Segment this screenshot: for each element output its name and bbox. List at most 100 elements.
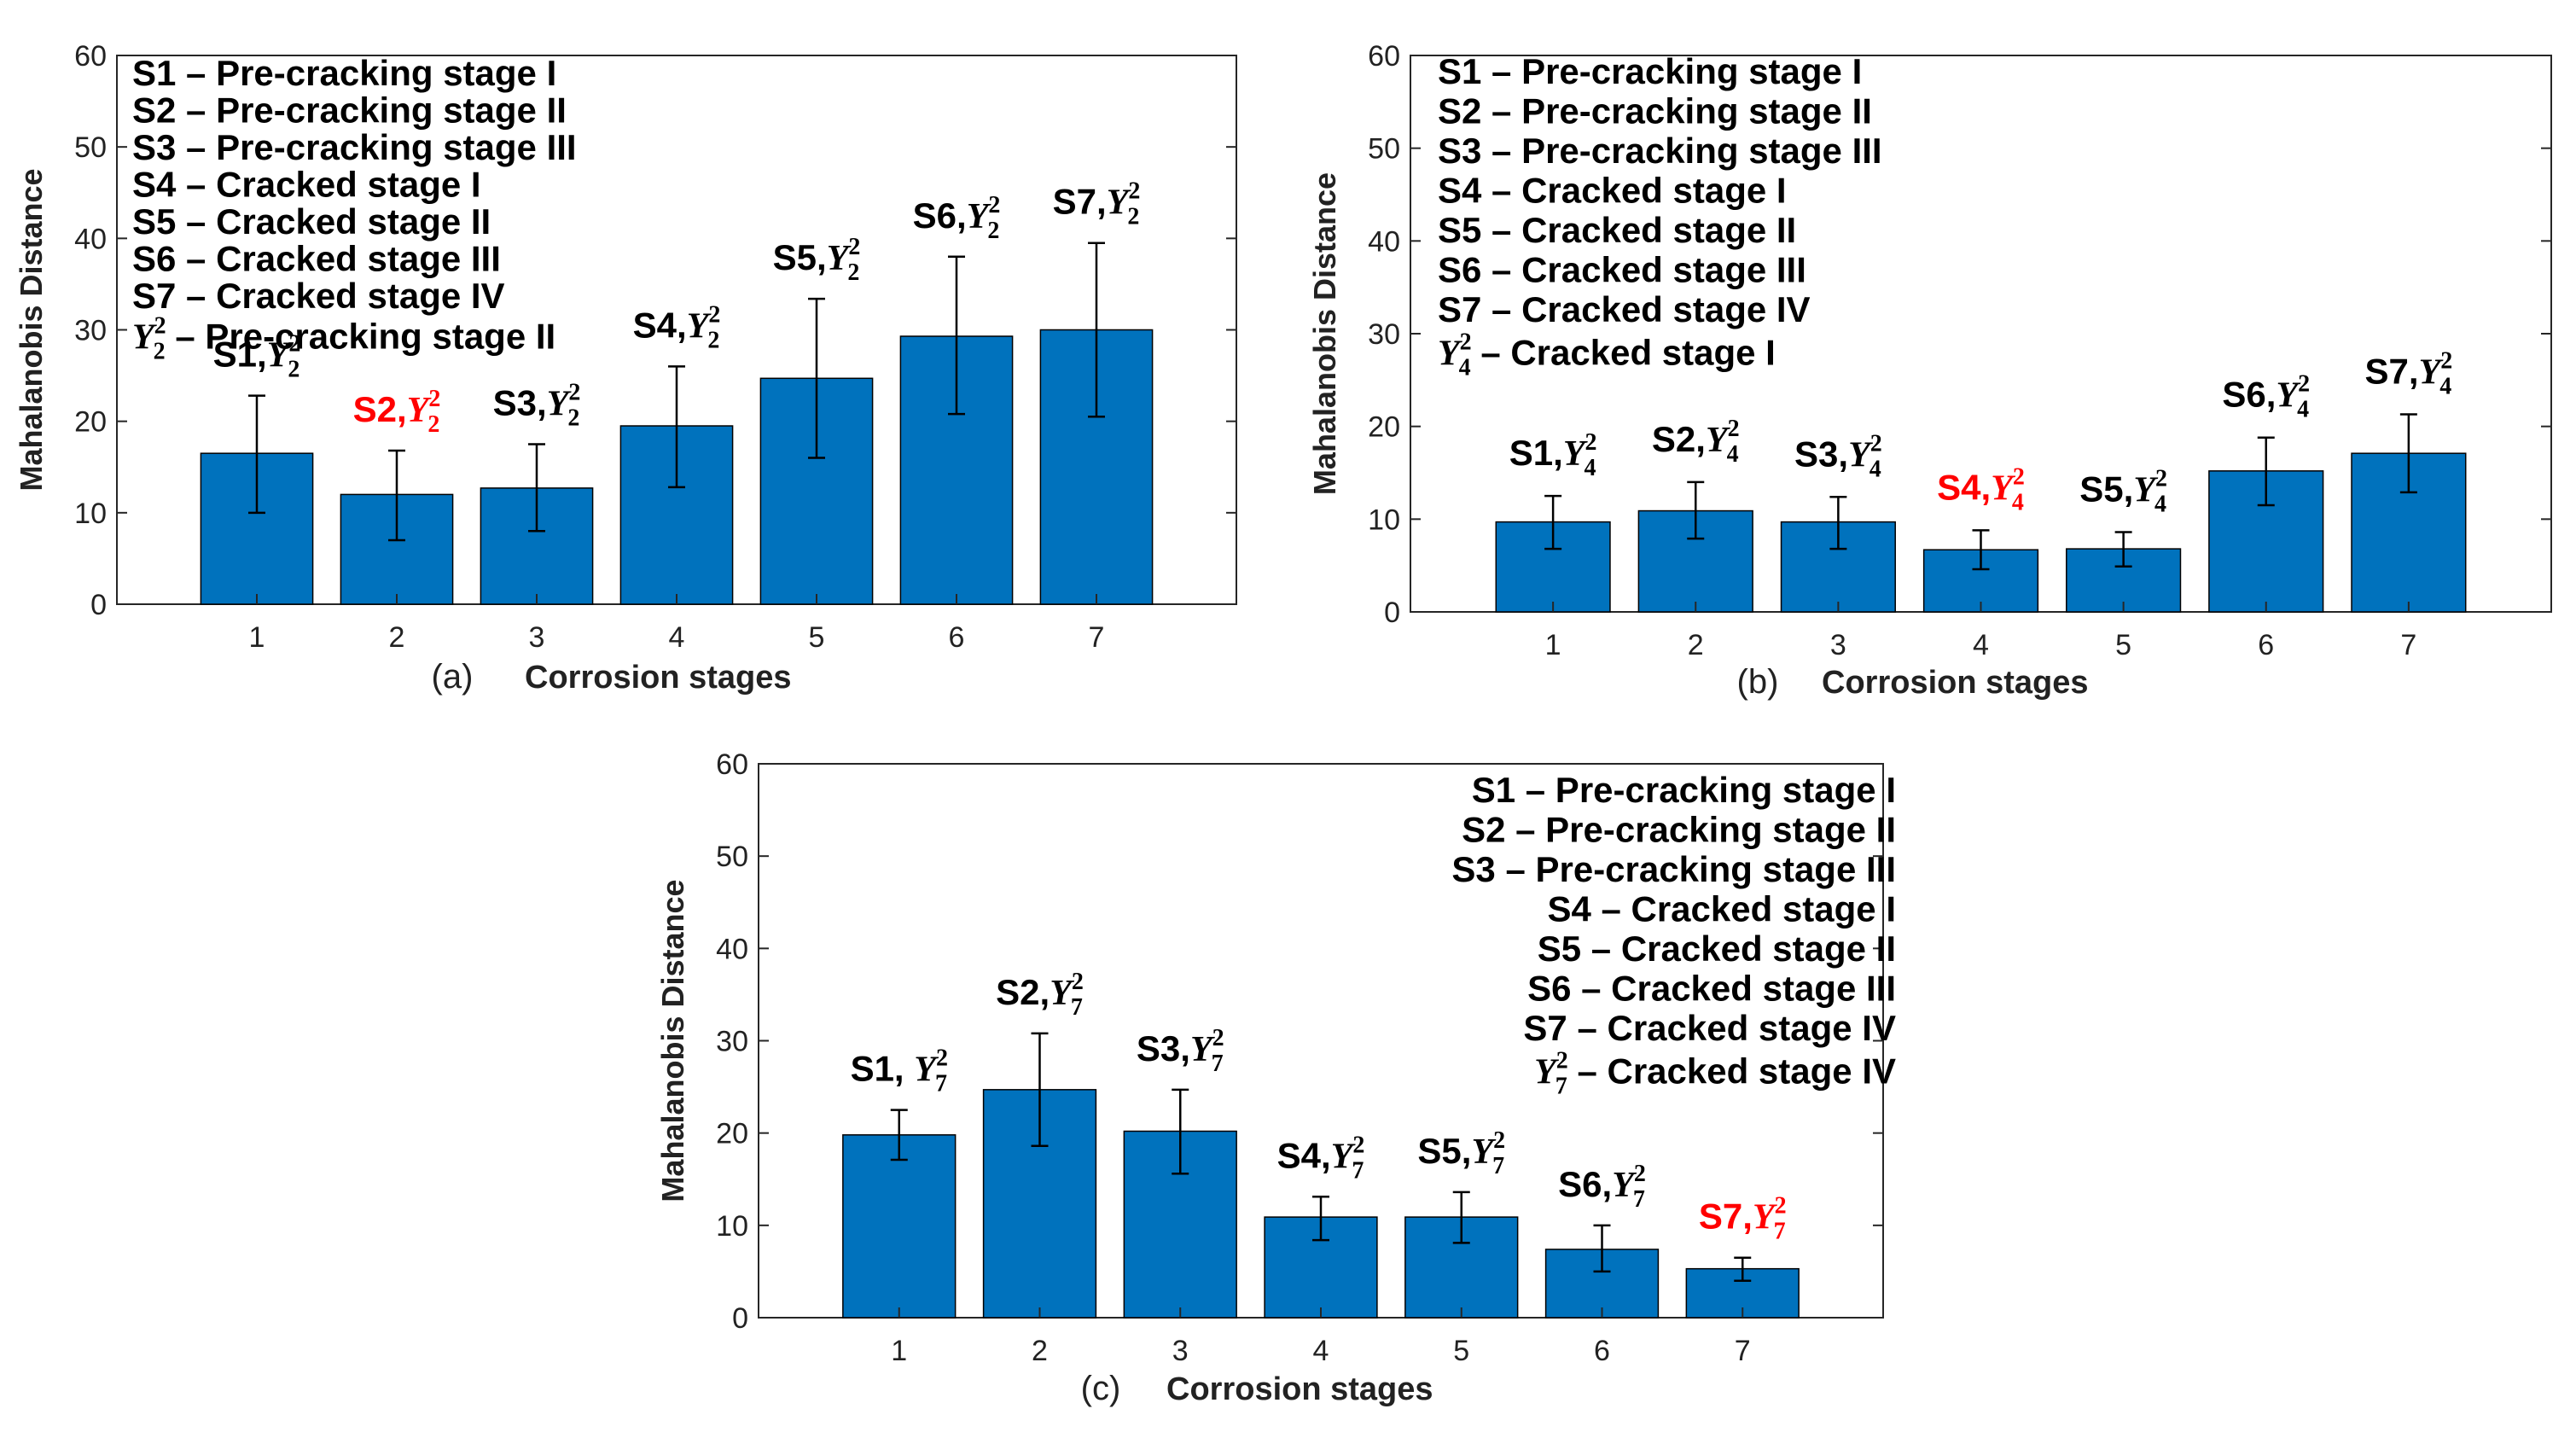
- y-tick-label: 40: [74, 223, 107, 255]
- y-tick-label: 10: [74, 498, 107, 530]
- bar-label-7: S7,Y2 2: [1053, 178, 1141, 230]
- legend-entry: S5 – Cracked stage II: [132, 201, 491, 242]
- panel-letter: (c): [1081, 1370, 1121, 1407]
- legend-entry: S2 – Pre-cracking stage II: [132, 90, 567, 131]
- y-axis-label: Mahalanobis Distance: [655, 879, 690, 1202]
- bar-label-5: S5,Y2 4: [2079, 466, 2167, 518]
- legend-entry: S6 – Cracked stage III: [1438, 250, 1806, 290]
- y-tick-label: 20: [1368, 411, 1400, 444]
- y-tick-label: 10: [716, 1210, 748, 1243]
- x-tick-label: 1: [891, 1335, 907, 1367]
- x-tick-label: 7: [1735, 1335, 1751, 1367]
- bar-label-2: S2,Y2 2: [353, 386, 441, 438]
- y-tick-label: 40: [716, 933, 748, 965]
- y-tick-label: 60: [1368, 40, 1400, 73]
- x-tick-label: 5: [809, 621, 825, 654]
- bar-label-4: S4,Y2 4: [1937, 463, 2025, 515]
- legend-entry: S6 – Cracked stage III: [1527, 969, 1896, 1009]
- y-tick-label: 10: [1368, 504, 1400, 536]
- bar-label-6: S6,Y2 4: [2222, 371, 2310, 423]
- bar-label-2: S2,Y2 4: [1652, 416, 1740, 468]
- legend-entry: S3 – Pre-cracking stage III: [1438, 131, 1882, 171]
- x-tick-label: 2: [389, 621, 405, 654]
- bar-label-4: S4,Y2 7: [1277, 1132, 1365, 1184]
- legend-entry: S4 – Cracked stage I: [132, 165, 481, 205]
- x-tick-label: 4: [1973, 629, 1989, 661]
- legend-entry: S5 – Cracked stage II: [1438, 210, 1796, 250]
- x-tick-label: 6: [1594, 1335, 1610, 1367]
- y-tick-label: 30: [716, 1026, 748, 1058]
- x-tick-label: 5: [2115, 629, 2131, 661]
- bar-label-3: S3,Y2 4: [1794, 430, 1882, 482]
- y-tick-label: 0: [1384, 597, 1400, 629]
- y-axis-label: Mahalanobis Distance: [1307, 172, 1342, 495]
- legend-entry: S7 – Cracked stage IV: [1438, 289, 1811, 329]
- y-tick-label: 0: [732, 1302, 748, 1335]
- legend-reference-entry: Y2 7 – Cracked stage IV: [1534, 1048, 1896, 1100]
- x-tick-label: 5: [1453, 1335, 1469, 1367]
- bar-label-3: S3,Y2 2: [493, 379, 581, 431]
- y-tick-label: 50: [716, 841, 748, 873]
- y-tick-label: 50: [74, 131, 107, 164]
- y-tick-label: 50: [1368, 133, 1400, 166]
- x-tick-label: 7: [1089, 621, 1105, 654]
- y-tick-label: 30: [74, 315, 107, 347]
- panel-letter: (a): [432, 658, 474, 696]
- y-tick-label: 20: [74, 406, 107, 439]
- legend-entry: S1 – Pre-cracking stage I: [1438, 51, 1862, 91]
- x-axis-label: Corrosion stages: [1822, 665, 2089, 701]
- x-tick-label: 3: [1172, 1335, 1189, 1367]
- x-axis-label: Corrosion stages: [1166, 1371, 1433, 1407]
- y-axis-label: Mahalanobis Distance: [14, 168, 49, 491]
- x-tick-label: 7: [2400, 629, 2416, 661]
- y-tick-label: 30: [1368, 318, 1400, 351]
- bar-label-5: S5,Y2 2: [773, 234, 861, 286]
- legend-entry: S6 – Cracked stage III: [132, 239, 501, 279]
- legend-entry: S3 – Pre-cracking stage III: [1451, 849, 1896, 889]
- bar-label-3: S3,Y2 7: [1137, 1025, 1224, 1077]
- legend-entry: S5 – Cracked stage II: [1538, 929, 1896, 969]
- x-tick-label: 2: [1688, 629, 1704, 661]
- x-tick-label: 3: [529, 621, 545, 654]
- bar-label-2: S2,Y2 7: [996, 969, 1084, 1021]
- bar-label-6: S6,Y2 2: [913, 192, 1001, 244]
- y-tick-label: 0: [90, 589, 107, 621]
- panel-letter: (b): [1737, 663, 1779, 701]
- legend-entry: S3 – Pre-cracking stage III: [132, 127, 577, 167]
- x-tick-label: 2: [1032, 1335, 1048, 1367]
- legend-entry: S4 – Cracked stage I: [1547, 889, 1896, 929]
- bar-label-1: S1, Y2 7: [851, 1045, 948, 1097]
- bar-label-4: S4,Y2 2: [633, 301, 721, 353]
- y-tick-label: 40: [1368, 225, 1400, 258]
- x-tick-label: 4: [669, 621, 685, 654]
- bar-label-1: S1,Y2 4: [1509, 429, 1597, 481]
- legend-entry: S7 – Cracked stage IV: [132, 276, 505, 316]
- legend-entry: S4 – Cracked stage I: [1438, 171, 1787, 211]
- x-tick-label: 1: [1545, 629, 1561, 661]
- bar-label-5: S5,Y2 7: [1417, 1127, 1505, 1179]
- x-tick-label: 6: [949, 621, 965, 654]
- x-tick-label: 6: [2258, 629, 2274, 661]
- bar-2: [340, 493, 454, 605]
- panel-c: 0 10 20 30 40 50 60 Mahalanobis Distance 1 S1, Y2…: [655, 748, 1896, 1407]
- legend-entry: S1 – Pre-cracking stage I: [1472, 770, 1896, 810]
- legend-reference-entry: Y2 2 – Pre-cracking stage II: [132, 313, 555, 365]
- bar-label-7: S7,Y2 7: [1699, 1193, 1787, 1245]
- legend-entry: S7 – Cracked stage IV: [1523, 1008, 1896, 1048]
- x-tick-label: 4: [1313, 1335, 1329, 1367]
- y-tick-label: 60: [74, 40, 107, 73]
- bar-label-6: S6,Y2 7: [1558, 1161, 1646, 1213]
- legend-entry: S1 – Pre-cracking stage I: [132, 53, 556, 93]
- panel-a: 0 10 20 30 40 50 60 Mahalanobis Distance 1 S1,Y2 2…: [14, 40, 1237, 696]
- legend-entry: S2 – Pre-cracking stage II: [1462, 810, 1896, 850]
- x-axis-label: Corrosion stages: [525, 660, 792, 696]
- legend-reference-entry: Y2 4 – Cracked stage I: [1438, 329, 1776, 381]
- y-tick-label: 20: [716, 1118, 748, 1150]
- legend-entry: S2 – Pre-cracking stage II: [1438, 91, 1872, 131]
- x-tick-label: 1: [249, 621, 265, 654]
- y-tick-label: 60: [716, 748, 748, 781]
- panel-b: 0 10 20 30 40 50 60 Mahalanobis Distance 1 S1,Y2 4…: [1307, 40, 2552, 701]
- x-tick-label: 3: [1830, 629, 1846, 661]
- bar-label-1: S1,Y2 2: [213, 331, 301, 383]
